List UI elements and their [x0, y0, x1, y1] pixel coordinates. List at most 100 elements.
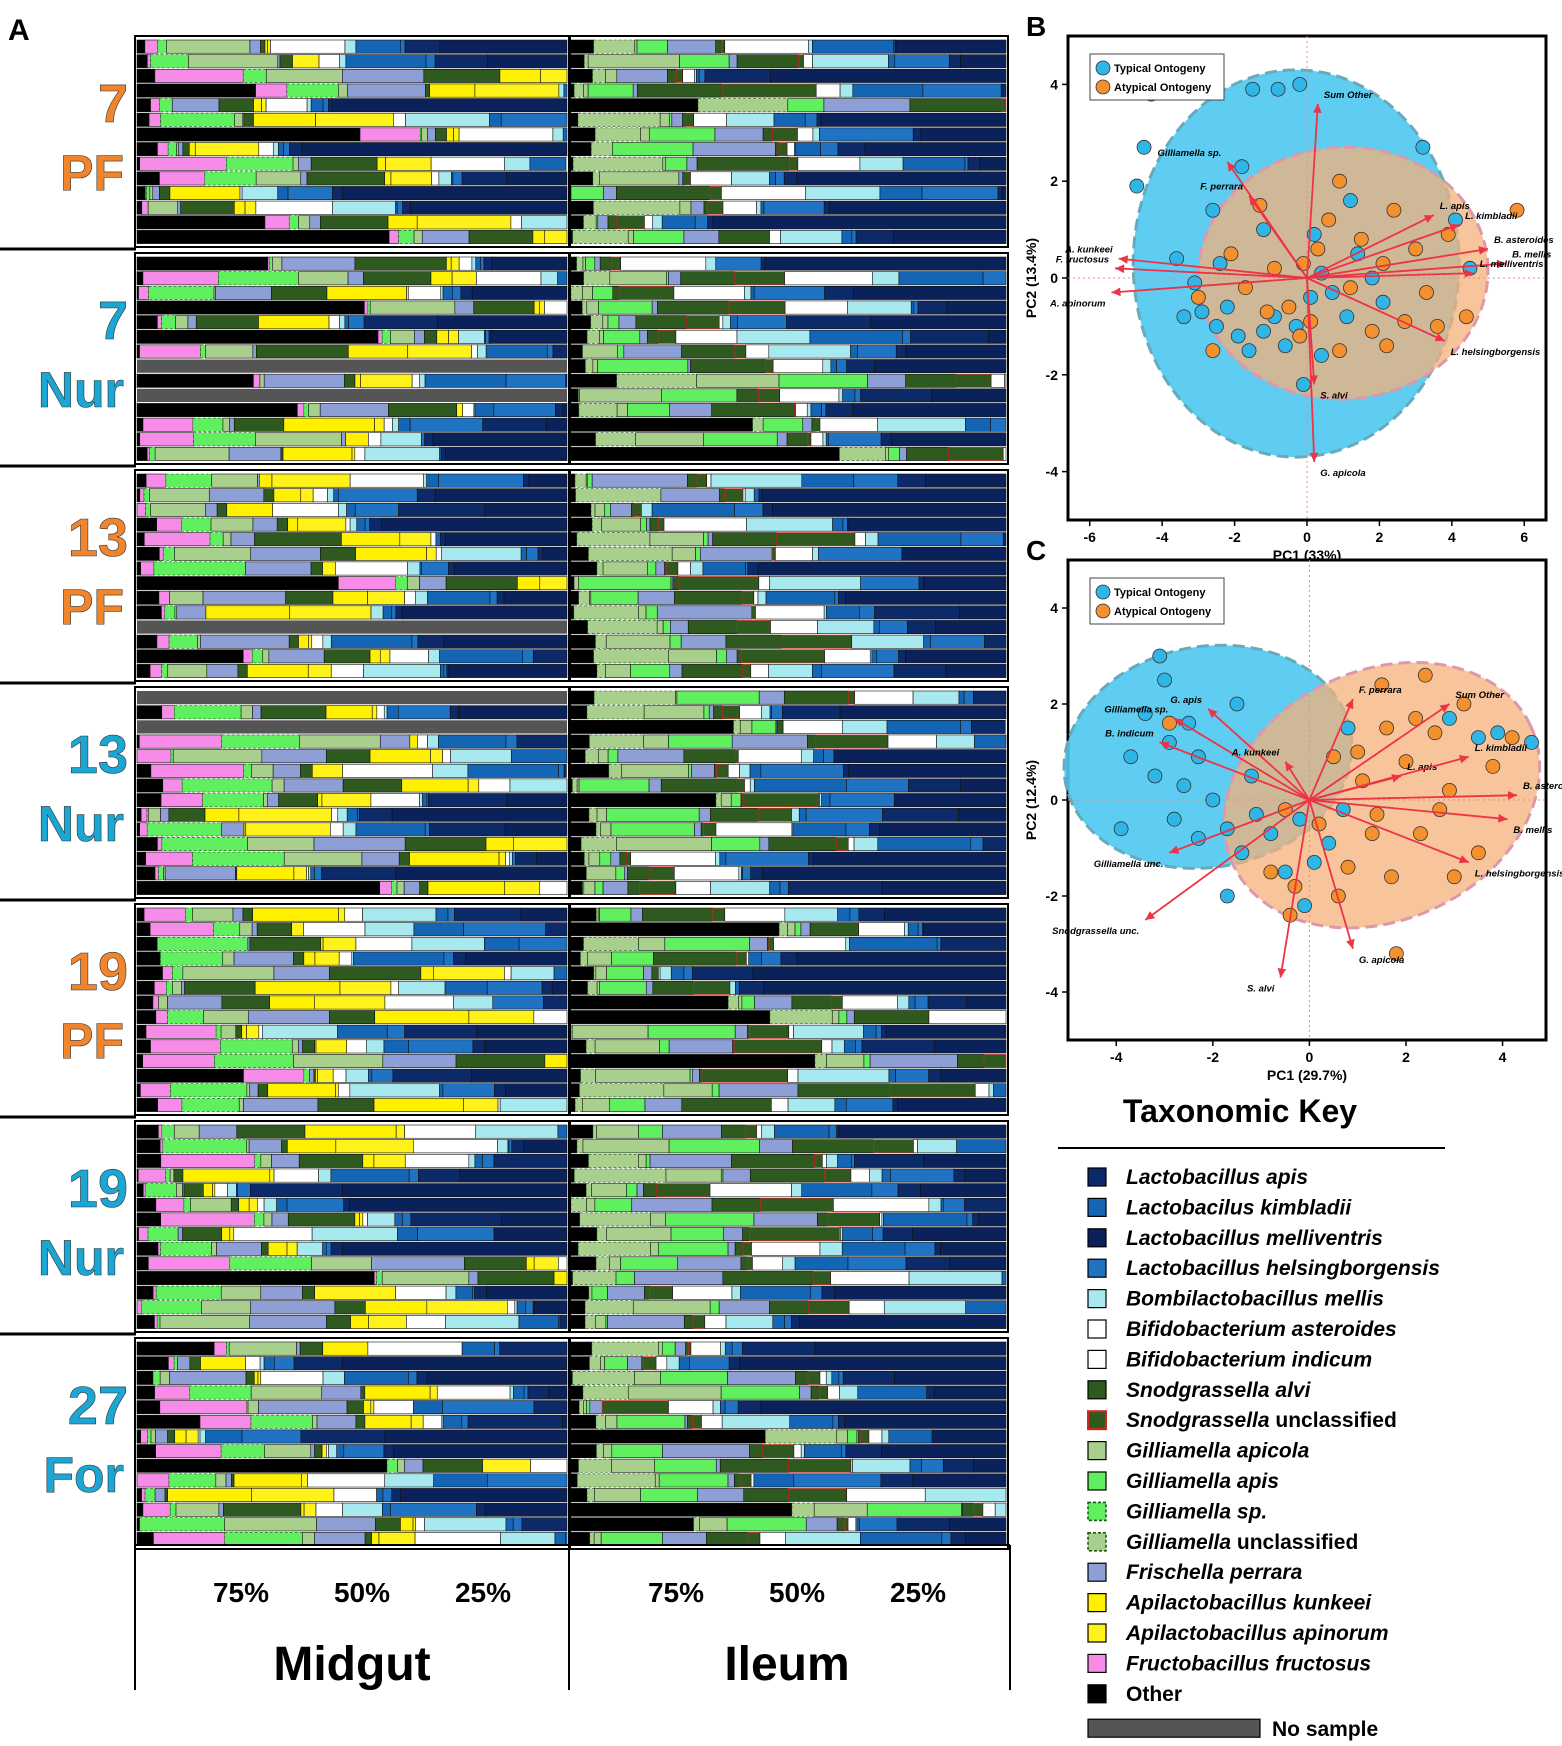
bar-segment-g-apicola — [599, 329, 604, 344]
no-sample-bar — [137, 388, 567, 403]
bar-segment-b-asteroides — [753, 590, 759, 605]
bar-segment-g-apicola — [211, 473, 258, 488]
bar-segment-l-melliventris — [884, 907, 1007, 922]
key-swatch — [1087, 1197, 1107, 1218]
bar-segment-l-melliventris — [949, 1256, 1007, 1271]
bar-segment-g-sp — [391, 881, 398, 895]
bar-segment-s-alvi — [690, 359, 766, 374]
bar-segment-b-asteroides — [742, 488, 746, 503]
bar-segment-l-apis — [948, 54, 961, 69]
bar-segment-l-helsingborgensis — [849, 907, 860, 922]
bar-segment-a-kunkeei — [264, 39, 268, 54]
bar-segment-g-sp — [168, 1473, 217, 1488]
bar-segment-s-unclassified — [807, 432, 812, 447]
bar-segment-other — [136, 837, 158, 851]
bar-segment-b-asteroides — [620, 256, 707, 271]
bar-segment-g-apicola — [611, 1458, 655, 1473]
bar-segment-s-alvi — [682, 171, 686, 186]
bar-segment-b-asteroides — [858, 922, 905, 937]
bar-segment-f-perrara — [314, 1532, 366, 1546]
bar-segment-g-unclassified — [577, 112, 661, 127]
bar-segment-l-apis — [511, 1139, 525, 1154]
bar-segment-f-perrara — [686, 156, 698, 171]
bar-segment-a-kunkeei — [446, 256, 452, 271]
bar-segment-g-sp — [221, 734, 301, 749]
loading-label: B. indicum — [1105, 728, 1154, 739]
bar-segment-other — [136, 473, 147, 488]
bar-segment-l-melliventris — [757, 561, 1007, 576]
bar-segment-f-fructosus — [373, 1271, 377, 1285]
bar-segment-b-mellis — [367, 1212, 396, 1227]
bar-segment-other — [136, 1124, 159, 1139]
bar-segment-b-asteroides — [257, 1197, 265, 1212]
legend-marker-atypical — [1095, 603, 1111, 619]
loading-arrow — [1309, 799, 1508, 821]
bar-segment-s-unclassified — [733, 1039, 823, 1054]
bar-segment-b-asteroides — [406, 1315, 446, 1329]
bar-segment-b-asteroides — [533, 1010, 568, 1025]
bar-segment-l-apis — [395, 605, 403, 620]
bar-segment-l-kimbladii — [489, 112, 502, 127]
bar-segment-b-mellis — [383, 705, 388, 720]
y-tick-label: 4 — [1050, 600, 1058, 616]
bar-segment-l-helsingborgensis — [322, 98, 329, 113]
bar-segment-l-apis — [1003, 532, 1007, 547]
bar-segment-g-sp — [250, 1414, 314, 1429]
bar-segment-a-apinorum — [257, 1370, 262, 1385]
bar-segment-g-apis — [597, 359, 689, 374]
bar-segment-other — [136, 1517, 141, 1532]
bar-segment-l-melliventris — [870, 315, 1007, 330]
bar-segment-l-helsingborgensis — [525, 1300, 534, 1315]
bar-segment-l-kimbladii — [769, 881, 781, 895]
bar-segment-l-apis — [808, 851, 815, 866]
bar-segment-b-mellis — [819, 1241, 843, 1256]
bar-segment-s-alvi — [245, 1370, 255, 1385]
bar-segment-f-perrara — [252, 705, 262, 720]
bar-segment-g-apicola — [638, 605, 647, 620]
loading-arrow — [1115, 267, 1308, 279]
bar-segment-a-apinorum — [373, 1153, 406, 1168]
bar-segment-b-mellis — [729, 980, 736, 995]
bar-segment-g-apis — [664, 936, 750, 951]
bar-segment-other — [570, 705, 588, 720]
bar-segment-f-perrara — [692, 142, 776, 157]
bar-segment-f-perrara — [718, 1083, 799, 1098]
bar-segment-l-apis — [446, 664, 450, 678]
key-swatch — [1087, 1349, 1107, 1370]
bar-segment-l-apis — [950, 1532, 966, 1546]
bar-segment-a-apinorum — [371, 705, 378, 720]
bar-segment-f-fructosus — [242, 649, 253, 664]
bar-segment-a-apinorum — [238, 807, 332, 822]
bar-segment-l-apis — [742, 1341, 816, 1356]
x-tick-label: -4 — [1156, 529, 1169, 545]
bar-segment-l-kimbladii — [553, 966, 568, 981]
bar-segment-g-unclassified — [591, 517, 602, 532]
bar-segment-f-fructosus — [139, 156, 227, 171]
bar-segment-s-unclassified — [735, 749, 739, 764]
bar-segment-a-apinorum — [307, 664, 332, 678]
point-atypical — [1485, 759, 1501, 774]
bar-segment-other — [570, 620, 589, 634]
bar-segment-b-mellis — [705, 256, 717, 271]
bar-segment-g-apis — [866, 1502, 962, 1517]
bar-segment-l-melliventris — [341, 1241, 568, 1256]
bar-segment-l-kimbladii — [344, 1370, 409, 1385]
bar-segment-g-apis — [645, 1153, 651, 1168]
bar-segment-l-melliventris — [443, 634, 568, 649]
bar-segment-other — [570, 271, 584, 286]
bar-segment-s-alvi — [254, 532, 342, 547]
bar-segment-s-alvi — [237, 664, 248, 678]
bar-segment-g-apis — [670, 1227, 724, 1242]
bar-segment-l-melliventris — [845, 590, 1007, 605]
bar-segment-l-helsingborgensis — [842, 517, 848, 532]
bar-segment-a-kunkeei — [369, 649, 381, 664]
bar-segment-s-alvi — [276, 517, 289, 532]
loading-arrowhead — [1458, 754, 1469, 764]
bar-segment-f-perrara — [341, 432, 347, 447]
bar-segment-f-fructosus — [161, 605, 166, 620]
bar-segment-a-kunkeei — [376, 156, 386, 171]
bar-segment-s-alvi — [159, 186, 171, 200]
bar-segment-l-helsingborgensis — [442, 1083, 495, 1098]
bar-segment-other — [570, 112, 579, 127]
bar-segment-g-apicola — [634, 1370, 661, 1385]
